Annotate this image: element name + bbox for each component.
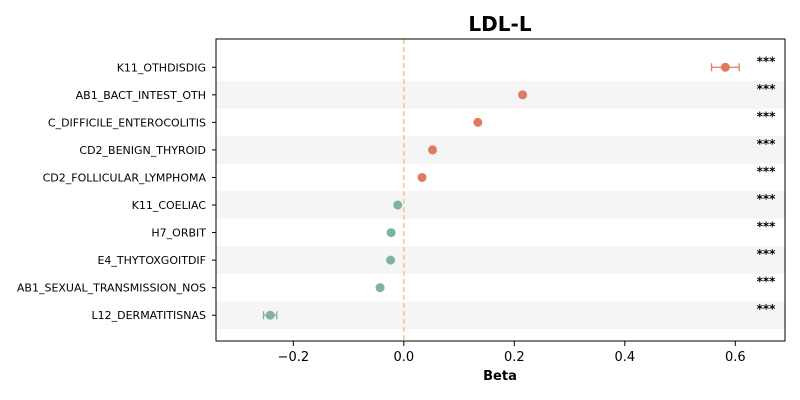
category-label: AB1_SEXUAL_TRANSMISSION_NOS [17, 282, 206, 295]
category-label: K11_OTHDISDIG [117, 61, 206, 74]
x-axis-label: Beta [483, 369, 517, 384]
x-tick-label: 0.2 [504, 350, 525, 365]
significance-label: *** [757, 247, 777, 261]
row-stripes [216, 81, 785, 329]
category-labels: K11_OTHDISDIG AB1_BACT_INTEST_OTH C_DIFFIC… [17, 61, 216, 322]
data-point [386, 228, 396, 238]
category-label: H7_ORBIT [151, 227, 206, 240]
data-point [518, 90, 528, 100]
row-stripe [216, 191, 785, 219]
x-tick-label: 0.6 [725, 350, 746, 365]
significance-label: *** [757, 220, 777, 234]
data-point [417, 172, 427, 182]
plot-frame [215, 38, 786, 342]
data-points [262, 62, 740, 320]
data-point [428, 145, 438, 155]
significance-label: *** [757, 192, 777, 206]
data-point [375, 283, 385, 293]
significance-label: *** [757, 302, 777, 316]
row-stripe [216, 81, 785, 109]
chart-title: LDL-L [468, 12, 531, 36]
category-label: L12_DERMATITISNAS [92, 309, 207, 322]
category-label: E4_THYTOXGOITDIF [97, 254, 206, 267]
significance-label: *** [757, 164, 777, 178]
significance-label: *** [757, 137, 777, 151]
category-label: K11_COELIAC [132, 199, 207, 212]
row-stripe [216, 246, 785, 274]
data-point [473, 117, 483, 127]
significance-label: *** [757, 82, 777, 96]
category-label: C_DIFFICILE_ENTEROCOLITIS [48, 116, 206, 129]
category-label: CD2_FOLLICULAR_LYMPHOMA [43, 171, 207, 184]
x-tick-label: 0.4 [614, 350, 635, 365]
data-point [720, 62, 730, 72]
category-label: CD2_BENIGN_THYROID [79, 144, 206, 157]
row-stripe [216, 136, 785, 164]
x-tick-label: −0.2 [278, 350, 310, 365]
category-label: AB1_BACT_INTEST_OTH [76, 89, 206, 102]
data-point [386, 255, 396, 265]
significance-label: *** [757, 275, 777, 289]
significance-labels: *** *** *** *** *** *** *** *** *** *** [757, 54, 777, 316]
row-stripe [216, 301, 785, 329]
data-point [393, 200, 403, 210]
data-point [265, 310, 275, 320]
significance-label: *** [757, 109, 777, 123]
x-axis: −0.2 0.0 0.2 0.4 0.6 [278, 341, 746, 365]
significance-label: *** [757, 54, 777, 68]
x-tick-label: 0.0 [393, 350, 414, 365]
